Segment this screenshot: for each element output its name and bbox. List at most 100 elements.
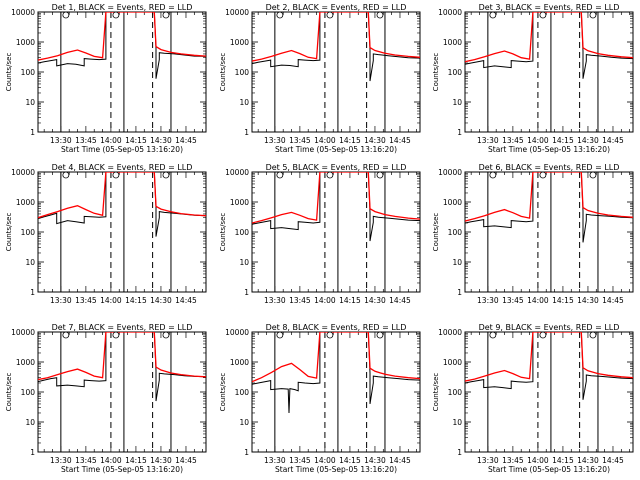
y-tick-label: 1 <box>244 128 249 137</box>
x-tick-label: 14:00 <box>100 296 122 305</box>
events-series-line <box>465 332 633 400</box>
events-series-line <box>252 172 420 242</box>
vertical-markers <box>60 332 172 452</box>
marker-circle <box>162 171 170 179</box>
x-tick-label: 14:00 <box>527 296 549 305</box>
series-group <box>252 332 420 414</box>
x-tick-label: 14:45 <box>389 136 411 145</box>
chart-panel-7: 1 10 100 1000 10000 13:30 13:45 14:00 14:15 14:30… <box>5 323 207 474</box>
plot-frame <box>37 11 207 133</box>
y-tick-label: 10 <box>239 258 249 267</box>
series-group <box>38 332 206 402</box>
y-axis-label: Counts/sec <box>432 213 440 252</box>
x-axis-label: Start Time (05-Sep-05 13:16:20) <box>275 145 397 154</box>
events-series-line <box>252 12 420 82</box>
x-tick-label: 14:30 <box>150 136 172 145</box>
marker-circle <box>589 11 597 19</box>
y-tick-label: 10000 <box>11 8 35 17</box>
marker-circle <box>589 331 597 339</box>
marker-circle <box>589 171 597 179</box>
y-tick-label: 1000 <box>443 38 462 47</box>
y-tick-label: 10 <box>452 418 462 427</box>
x-tick-label: 13:45 <box>75 296 97 305</box>
marker-circle <box>539 11 547 19</box>
plot-frame <box>464 171 634 293</box>
y-tick-label: 10 <box>452 98 462 107</box>
series-group <box>252 172 420 242</box>
marker-circle <box>539 171 547 179</box>
y-tick-label: 10 <box>239 418 249 427</box>
marker-circle <box>112 331 120 339</box>
events-series-line <box>38 332 206 402</box>
chart-panel-1: 1 10 100 1000 10000 13:30 13:45 14:00 14:15 14:30… <box>5 3 207 154</box>
events-series-line <box>465 172 633 243</box>
y-tick-label: 1 <box>244 288 249 297</box>
series-group <box>465 12 633 79</box>
x-tick-label: 13:45 <box>502 136 524 145</box>
vertical-markers <box>274 332 386 452</box>
y-tick-label: 1000 <box>230 358 249 367</box>
panel-title: Det 9, BLACK = Events, RED = LLD <box>479 323 620 332</box>
y-tick-label: 100 <box>448 68 463 77</box>
x-tick-label: 14:45 <box>175 456 197 465</box>
x-tick-label: 14:00 <box>314 456 336 465</box>
x-axis-label: Start Time (05-Sep-05 13:16:20) <box>488 145 610 154</box>
y-tick-label: 10000 <box>438 8 462 17</box>
marker-circle <box>276 331 284 339</box>
x-axis-label: Start Time (05-Sep-05 13:16:20) <box>488 465 610 474</box>
series-group <box>38 172 206 237</box>
y-tick-label: 100 <box>235 388 250 397</box>
y-axis-label: Counts/sec <box>219 53 227 92</box>
chart-panel-5: 1 10 100 1000 10000 13:30 13:45 14:00 14:15 14:30… <box>219 163 421 305</box>
x-tick-label: 14:00 <box>527 456 549 465</box>
series-group <box>465 332 633 400</box>
marker-circle <box>62 11 70 19</box>
x-tick-label: 14:45 <box>389 456 411 465</box>
lld-series-line <box>465 172 633 222</box>
events-series-line <box>252 332 420 414</box>
x-axis-label: Start Time (05-Sep-05 13:16:20) <box>61 465 183 474</box>
x-tick-label: 14:15 <box>339 136 361 145</box>
panel-title: Det 7, BLACK = Events, RED = LLD <box>52 323 193 332</box>
panel-title: Det 3, BLACK = Events, RED = LLD <box>479 3 620 12</box>
y-tick-label: 10000 <box>225 8 249 17</box>
x-tick-label: 14:15 <box>552 136 574 145</box>
y-tick-label: 1000 <box>16 358 35 367</box>
panel-title: Det 6, BLACK = Events, RED = LLD <box>479 163 620 172</box>
y-tick-label: 1000 <box>230 38 249 47</box>
lld-series-line <box>38 12 206 61</box>
plot-frame <box>37 171 207 293</box>
y-tick-label: 1000 <box>443 358 462 367</box>
marker-circle <box>489 11 497 19</box>
vertical-markers <box>274 172 386 292</box>
x-tick-label: 13:45 <box>75 456 97 465</box>
y-tick-label: 1 <box>457 288 462 297</box>
lld-series-line <box>465 332 633 382</box>
x-tick-label: 14:30 <box>364 456 386 465</box>
x-tick-label: 14:00 <box>314 296 336 305</box>
y-tick-label: 10000 <box>11 168 35 177</box>
y-tick-label: 10 <box>452 258 462 267</box>
y-tick-label: 1000 <box>230 198 249 207</box>
x-tick-label: 14:15 <box>125 456 147 465</box>
y-tick-label: 1 <box>457 128 462 137</box>
y-tick-label: 10000 <box>225 328 249 337</box>
x-tick-label: 13:30 <box>477 296 499 305</box>
x-tick-label: 13:30 <box>477 136 499 145</box>
events-series-line <box>465 12 633 79</box>
y-tick-label: 1 <box>457 448 462 457</box>
y-axis-label: Counts/sec <box>219 373 227 412</box>
lld-series-line <box>465 12 633 63</box>
lld-series-line <box>252 332 420 383</box>
x-tick-label: 14:30 <box>364 136 386 145</box>
marker-circle <box>326 331 334 339</box>
y-tick-label: 10000 <box>225 168 249 177</box>
x-tick-label: 14:30 <box>150 456 172 465</box>
y-tick-label: 100 <box>21 388 36 397</box>
y-tick-label: 10000 <box>438 328 462 337</box>
marker-circle <box>276 171 284 179</box>
y-tick-label: 100 <box>448 228 463 237</box>
y-tick-label: 1000 <box>443 198 462 207</box>
x-tick-label: 14:15 <box>552 456 574 465</box>
panel-title: Det 1, BLACK = Events, RED = LLD <box>52 3 193 12</box>
